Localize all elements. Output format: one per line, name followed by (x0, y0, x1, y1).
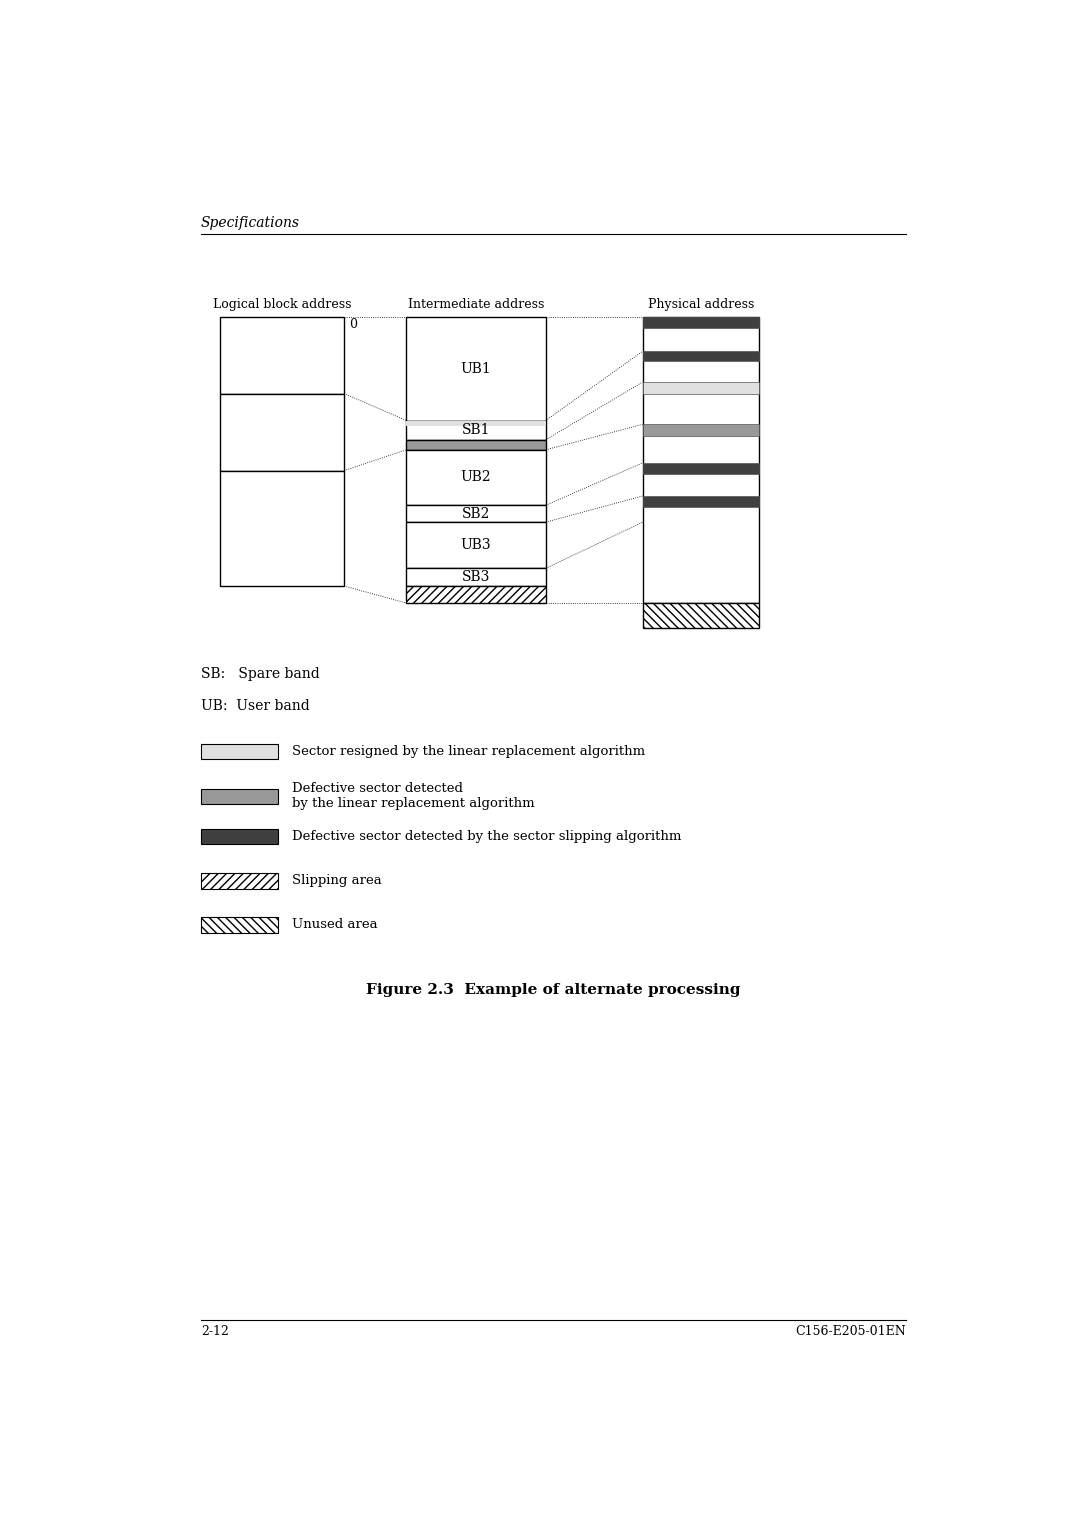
Text: Figure 2.3  Example of alternate processing: Figure 2.3 Example of alternate processi… (366, 984, 741, 998)
Bar (406, 440, 545, 449)
Text: Unused area: Unused area (293, 918, 378, 932)
Bar (643, 463, 759, 474)
Bar (220, 316, 345, 394)
Bar (406, 316, 545, 420)
Text: Specifications: Specifications (201, 217, 300, 231)
Bar (643, 425, 759, 435)
Bar (406, 523, 545, 568)
Text: SB3: SB3 (462, 570, 490, 584)
Bar (201, 874, 279, 889)
Bar (643, 382, 759, 394)
Bar (643, 351, 759, 361)
Bar (643, 316, 759, 329)
Text: Defective sector detected by the sector slipping algorithm: Defective sector detected by the sector … (293, 830, 681, 843)
Text: Slipping area: Slipping area (293, 874, 382, 888)
Bar (643, 604, 759, 628)
Text: C156-E205-01EN: C156-E205-01EN (795, 1325, 906, 1339)
Text: Logical block address: Logical block address (213, 298, 351, 312)
Bar (406, 449, 545, 506)
Text: SB2: SB2 (462, 507, 490, 521)
Bar (220, 471, 345, 587)
Text: 2-12: 2-12 (201, 1325, 229, 1339)
Text: Intermediate address: Intermediate address (408, 298, 544, 312)
Text: SB:   Spare band: SB: Spare band (201, 666, 320, 681)
Bar (643, 497, 759, 507)
Text: Defective sector detected
by the linear replacement algorithm: Defective sector detected by the linear … (293, 782, 535, 810)
Text: 0: 0 (349, 318, 356, 332)
Bar (406, 568, 545, 587)
Text: Physical address: Physical address (648, 298, 754, 312)
Text: UB2: UB2 (461, 471, 491, 484)
Text: UB:  User band: UB: User band (201, 700, 310, 714)
Bar (406, 420, 545, 440)
Bar (201, 828, 279, 843)
Bar (406, 587, 545, 604)
Bar (201, 788, 279, 804)
Text: Sector resigned by the linear replacement algorithm: Sector resigned by the linear replacemen… (293, 746, 646, 758)
Bar (201, 917, 279, 932)
Text: UB3: UB3 (461, 538, 491, 552)
Bar (201, 744, 279, 759)
Text: SB1: SB1 (462, 423, 490, 437)
Bar (406, 420, 545, 426)
Bar (643, 316, 759, 604)
Text: UB1: UB1 (461, 362, 491, 376)
Bar (220, 394, 345, 471)
Bar (406, 506, 545, 523)
